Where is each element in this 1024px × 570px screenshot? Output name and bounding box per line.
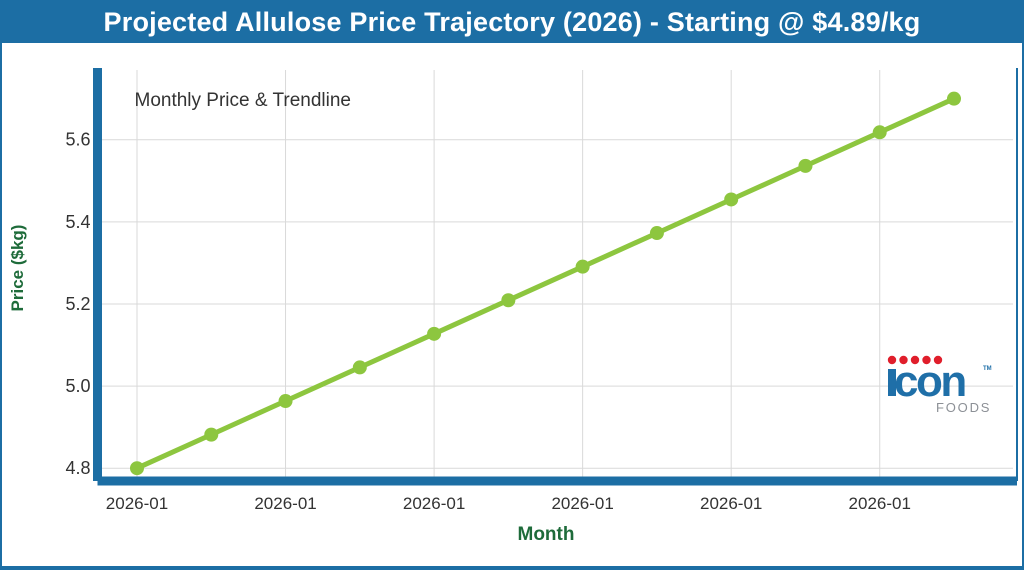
svg-text:2026-01: 2026-01 bbox=[403, 494, 465, 513]
svg-text:5.2: 5.2 bbox=[65, 294, 90, 314]
svg-text:FOODS: FOODS bbox=[936, 400, 991, 415]
svg-text:Month: Month bbox=[518, 524, 575, 545]
svg-text:2026-01: 2026-01 bbox=[551, 494, 613, 513]
svg-text:2026-01: 2026-01 bbox=[254, 494, 316, 513]
svg-text:2026-01: 2026-01 bbox=[106, 494, 168, 513]
svg-text:TM: TM bbox=[983, 366, 992, 372]
svg-text:con: con bbox=[894, 357, 965, 406]
svg-text:4.8: 4.8 bbox=[65, 458, 90, 478]
svg-text:2026-01: 2026-01 bbox=[700, 494, 762, 513]
svg-text:5.4: 5.4 bbox=[65, 212, 90, 232]
svg-text:Price ($kg): Price ($kg) bbox=[8, 225, 27, 312]
svg-text:5.6: 5.6 bbox=[65, 130, 90, 150]
svg-text:2026-01: 2026-01 bbox=[849, 494, 911, 513]
svg-text:5.0: 5.0 bbox=[65, 376, 90, 396]
svg-text:Monthly Price & Trendline: Monthly Price & Trendline bbox=[135, 90, 352, 111]
